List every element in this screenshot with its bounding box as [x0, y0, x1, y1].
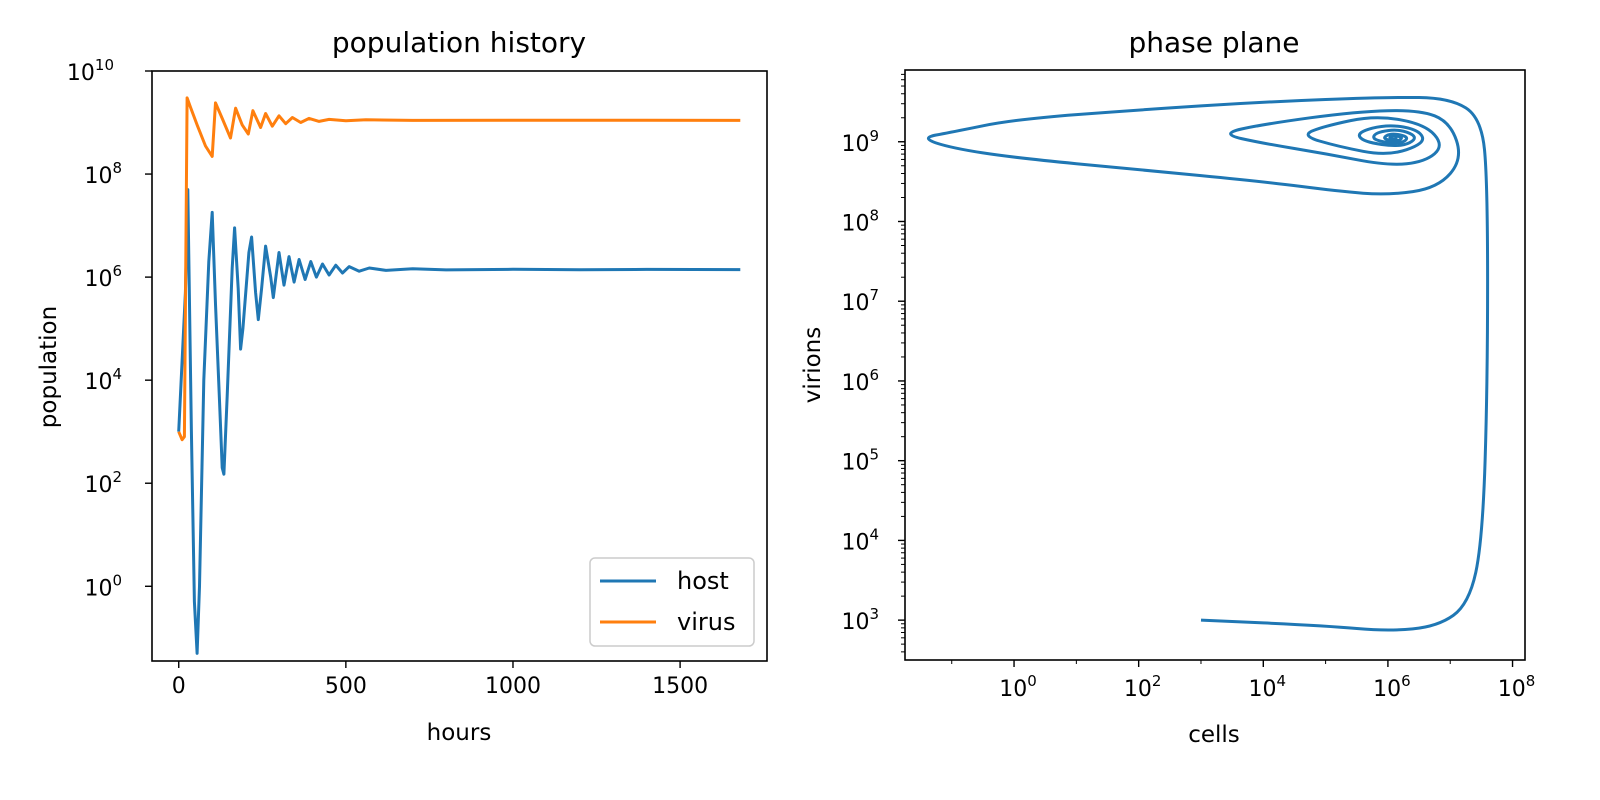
x-tick-label: 102: [1124, 672, 1162, 702]
chart-population-history: population history hours population 0 500…: [36, 26, 768, 746]
y-axis-ticks: 103 104 105 106 107 108 109: [841, 73, 905, 653]
legend: host virus: [589, 557, 755, 647]
series-virus-line: [177, 96, 741, 442]
plot-area: [926, 95, 1490, 632]
legend-host-label: host: [677, 567, 729, 595]
legend-virus-label: virus: [677, 608, 735, 636]
x-tick-label: 104: [1249, 672, 1287, 702]
y-tick-label: 104: [841, 525, 879, 555]
y-axis-ticks: 100 102 104 106 108 1010: [67, 56, 152, 601]
phase-trajectory-line: [926, 95, 1490, 632]
y-tick-label: 105: [841, 446, 879, 476]
x-tick-label: 108: [1498, 672, 1536, 702]
axes-frame: [151, 70, 768, 662]
y-tick-label: 108: [841, 206, 879, 236]
y-tick-label: 107: [841, 286, 879, 316]
x-tick-label: 0: [172, 674, 186, 699]
y-tick-label: 108: [84, 159, 122, 189]
x-tick-label: 1500: [652, 674, 708, 699]
axes-frame: [904, 69, 1526, 661]
chart-title: phase plane: [1128, 26, 1299, 59]
x-axis-label: cells: [1188, 722, 1240, 748]
series-host-line: [177, 188, 741, 655]
x-axis-ticks: 0 500 1000 1500: [172, 661, 708, 699]
y-axis-label: virions: [800, 327, 826, 403]
chart-title: population history: [332, 26, 586, 59]
x-tick-label: 100: [999, 672, 1037, 702]
y-tick-label: 103: [841, 605, 879, 635]
x-tick-label: 1000: [485, 674, 541, 699]
y-tick-label: 1010: [67, 56, 114, 86]
x-tick-label: 500: [325, 674, 367, 699]
x-tick-label: 106: [1373, 672, 1411, 702]
y-tick-label: 104: [84, 365, 122, 395]
y-tick-label: 106: [841, 366, 879, 396]
y-tick-label: 109: [841, 127, 879, 157]
y-tick-label: 106: [84, 262, 122, 292]
y-tick-label: 102: [84, 468, 122, 498]
chart-phase-plane: phase plane cells virions 100 102 104 106 10…: [800, 26, 1535, 748]
y-tick-label: 100: [84, 571, 122, 601]
plot-area: [177, 96, 741, 655]
x-axis-ticks: 100 102 104 106 108: [951, 660, 1536, 702]
y-axis-label: population: [36, 306, 62, 428]
x-axis-label: hours: [427, 720, 492, 746]
